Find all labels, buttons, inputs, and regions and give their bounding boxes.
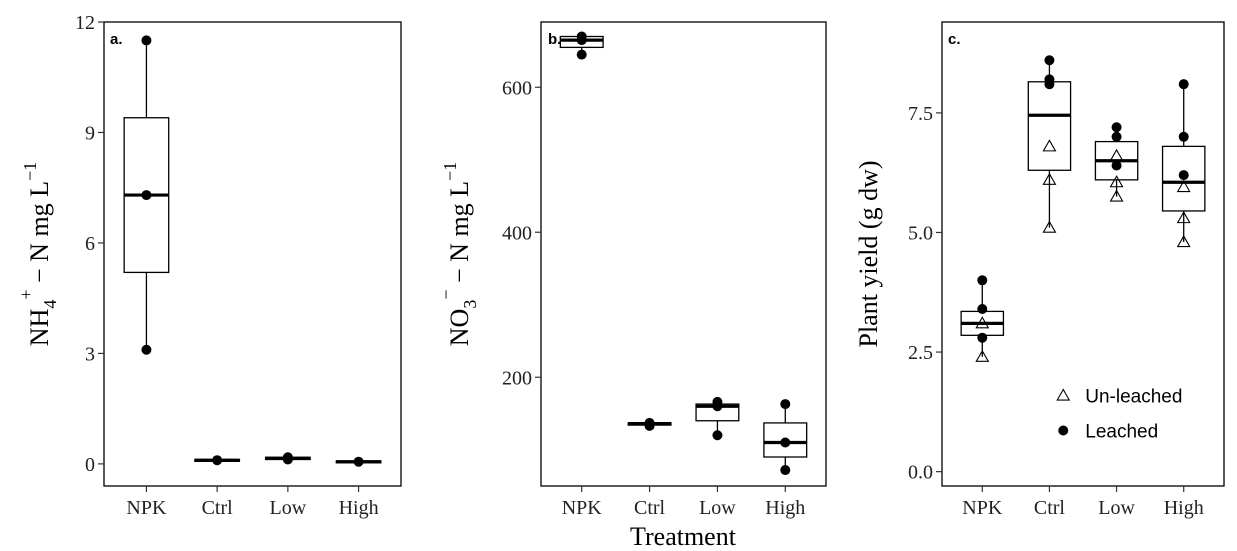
panel-a-y-axis-title: NH4+ − N mg L−1: [16, 162, 60, 346]
panel-c-marks: [960, 55, 1206, 362]
panel-b-point-npk-1: [576, 49, 587, 60]
panel-b-x-axis-title: Treatment: [630, 522, 737, 551]
panel-b-y-tick-label-1: 400: [502, 222, 532, 244]
panel-c-x-tick-label-low: Low: [1098, 497, 1135, 519]
panel-c-y-tick-label-3: 7.5: [908, 103, 933, 125]
panel-b-point-low-7: [712, 430, 723, 441]
panel-b-point-high-8: [780, 399, 791, 410]
panel-b-frame: [540, 21, 827, 487]
panel-a-axes: 0 3 6 9 12 NPK Ctrl Low High: [75, 12, 379, 519]
panel-c-point-high-17: [1178, 79, 1189, 90]
panel-a: a. NH4+ − N mg L−1 0 3 6 9 12 NPK Ctrl Low High: [16, 12, 402, 519]
panel-b-point-high-10: [780, 465, 791, 476]
panel-a-point-npk-1: [141, 190, 152, 201]
panel-b-x-tick-label-npk: NPK: [562, 497, 603, 519]
panel-a-x-tick-label-ctrl: Ctrl: [202, 497, 234, 519]
panel-a-y-tick-label-2: 6: [85, 233, 95, 255]
panel-c-point-npk-3: [977, 332, 988, 343]
legend-triangle-symbol: [1056, 388, 1071, 401]
panel-c-axes: 0.0 2.5 5.0 7.5 NPK Ctrl Low High: [908, 103, 1204, 519]
panel-a-tag: a.: [110, 31, 123, 48]
panel-c-point-high-20: [1176, 179, 1191, 193]
panel-c-point-npk-2: [975, 316, 990, 329]
panel-b-y-tick-label-0: 200: [502, 367, 532, 389]
panel-c-point-ctrl-10: [1042, 220, 1057, 233]
panel-b-tag: b.: [548, 31, 561, 48]
panel-c-point-low-16: [1109, 189, 1124, 202]
panel-a-point-low-5: [282, 454, 293, 465]
panel-c-point-high-18: [1178, 131, 1189, 142]
panel-c: c. Plant yield (g dw) 0.0 2.5 5.0 7.5 NPK Ctr…: [854, 21, 1225, 519]
panel-a-y-tick-label-3: 9: [85, 122, 95, 144]
panel-a-x-tick-label-high: High: [339, 497, 379, 519]
legend-label-1: Leached: [1085, 422, 1158, 443]
panel-a-x-tick-label-low: Low: [270, 497, 307, 519]
panel-c-point-ctrl-8: [1042, 139, 1057, 152]
panel-c-point-low-11: [1111, 122, 1122, 133]
panel-a-point-ctrl-3: [212, 455, 223, 466]
panel-c-y-axis-title: Plant yield (g dw): [854, 160, 883, 347]
panel-c-y-tick-label-2: 5.0: [908, 222, 933, 244]
panel-a-point-high-6: [353, 456, 364, 467]
panel-b-point-ctrl-4: [644, 420, 655, 431]
panel-b-x-tick-label-high: High: [765, 497, 805, 519]
panel-a-y-tick-label-0: 0: [85, 454, 95, 476]
panel-c-point-ctrl-9: [1042, 172, 1057, 185]
panel-c-legend: Un-leached Leached: [1056, 387, 1182, 443]
panel-b-marks: [559, 31, 808, 476]
panel-b-x-tick-label-low: Low: [699, 497, 736, 519]
panel-b-x-tick-label-ctrl: Ctrl: [634, 497, 666, 519]
panel-a-frame: [103, 21, 402, 487]
panel-b-y-tick-label-2: 600: [502, 77, 532, 99]
panel-b-point-npk-2: [576, 35, 587, 46]
panel-c-point-low-12: [1111, 131, 1122, 142]
legend-label-0: Un-leached: [1085, 387, 1182, 408]
panel-a-point-npk-2: [141, 344, 152, 355]
panel-c-y-tick-label-0: 0.0: [908, 462, 933, 484]
panel-c-point-low-14: [1111, 160, 1122, 171]
panel-a-marks: [123, 35, 382, 467]
panel-b-axes: 200 400 600 NPK Ctrl Low High: [502, 77, 805, 519]
panel-c-x-tick-label-npk: NPK: [962, 497, 1003, 519]
panel-c-y-tick-label-1: 2.5: [908, 342, 933, 364]
panel-c-point-ctrl-7: [1044, 79, 1055, 90]
panel-a-y-tick-label-4: 12: [75, 12, 95, 34]
legend-circle-symbol: [1058, 425, 1069, 436]
panel-c-point-low-15: [1109, 175, 1124, 188]
panel-c-point-npk-1: [977, 304, 988, 315]
panel-c-tag: c.: [948, 31, 961, 48]
panel-c-point-ctrl-5: [1044, 55, 1055, 66]
panel-b: b. NO3− − N mg L−1 Treatment 200 400 600 NP…: [436, 21, 827, 551]
panel-c-frame: [941, 21, 1225, 487]
panel-c-x-tick-label-ctrl: Ctrl: [1034, 497, 1066, 519]
panel-c-x-tick-label-high: High: [1164, 497, 1204, 519]
panel-c-point-high-22: [1176, 234, 1191, 248]
panel-c-box-ctrl: [1027, 81, 1072, 171]
panel-b-point-high-9: [780, 437, 791, 448]
panel-c-point-high-19: [1178, 170, 1189, 181]
panel-a-x-tick-label-npk: NPK: [126, 497, 167, 519]
panel-c-point-npk-0: [977, 275, 988, 286]
panel-a-y-tick-label-1: 3: [85, 343, 95, 365]
panel-a-point-npk-0: [141, 35, 152, 46]
panel-c-point-high-21: [1176, 211, 1191, 224]
panel-c-point-low-13: [1109, 148, 1124, 161]
panel-b-y-axis-title: NO3− − N mg L−1: [436, 162, 480, 346]
panel-c-point-npk-4: [975, 349, 990, 362]
panel-b-point-low-6: [712, 401, 723, 412]
